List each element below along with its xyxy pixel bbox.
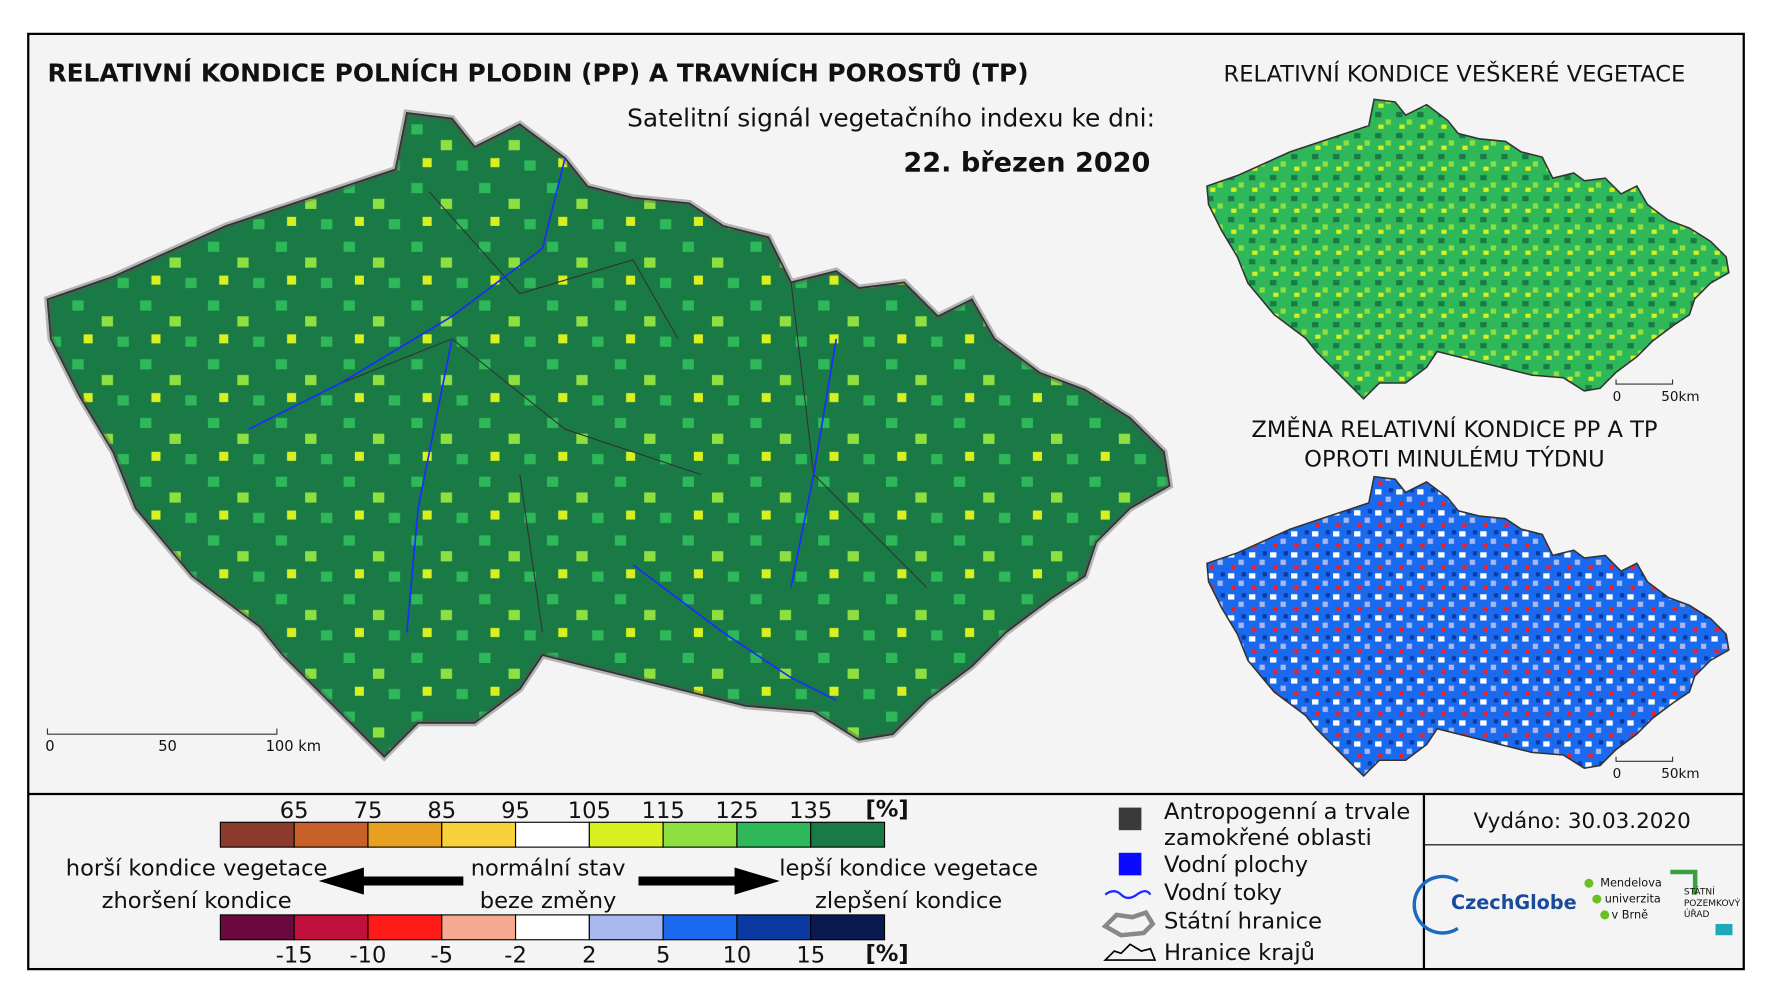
logo: v Brně — [1612, 908, 1649, 921]
main-title: RELATIVNÍ KONDICE POLNÍCH PLODIN (PP) A … — [47, 57, 1028, 87]
map-title: OPROTI MINULÉMU TÝDNU — [1304, 444, 1605, 472]
symbol-icon — [1118, 807, 1142, 831]
symbol-label: Státní hranice — [1164, 908, 1322, 934]
color-box — [810, 821, 886, 848]
unit: [%] — [865, 941, 908, 967]
logo-mark — [1670, 869, 1698, 895]
color-box — [662, 821, 738, 848]
legend: 65 75 85 95 105 115 125 135 [%] -15 -10 -5 -2 2 5 10 15 [… — [219, 797, 909, 968]
symbol-label: Hranice krajů — [1164, 939, 1315, 966]
logo: STÁTNÍ — [1684, 886, 1715, 898]
scale-tick: 5 — [656, 942, 670, 968]
main-map: 0 50 100 km — [45, 113, 1169, 757]
symbol-label: Antropogenní a trvale — [1164, 799, 1410, 825]
color-box — [293, 821, 369, 848]
scale-label: 50km — [1661, 766, 1699, 782]
logo: Mendelova — [1600, 877, 1662, 890]
symbol-label: zamokřené oblasti — [1164, 825, 1372, 851]
legend-text: normální stav — [471, 855, 626, 881]
logo-mark — [1600, 910, 1610, 920]
symbol-icon — [1101, 909, 1156, 938]
scale-bar — [1615, 756, 1674, 762]
arrow — [318, 867, 464, 895]
scale-label: 0 — [1613, 766, 1622, 782]
logo: ÚŘAD — [1684, 908, 1710, 920]
color-box — [810, 914, 886, 941]
scale-tick: -10 — [350, 942, 387, 968]
logo: POZEMKOVÝ — [1684, 897, 1741, 909]
color-box — [736, 914, 812, 941]
scale-label: 50 — [158, 738, 177, 755]
date: 22. březen 2020 — [903, 148, 1150, 179]
logo-mark — [1412, 874, 1459, 935]
legend-text: zhoršení kondice — [102, 888, 292, 914]
color-box — [367, 821, 443, 848]
legend-text: horší kondice vegetace — [66, 855, 328, 881]
map-title: RELATIVNÍ KONDICE VEŠKERÉ VEGETACE — [1224, 59, 1686, 87]
color-box — [219, 914, 295, 941]
symbol-label: Vodní toky — [1164, 880, 1282, 906]
color-box — [736, 821, 812, 848]
scale-tick: 125 — [715, 798, 758, 824]
subtitle: Satelitní signál vegetačního indexu ke d… — [627, 104, 1155, 133]
logo-mark — [1584, 878, 1594, 888]
scale-bar — [1615, 379, 1674, 385]
scale-tick: 105 — [568, 798, 611, 824]
scale-tick: 15 — [796, 942, 825, 968]
color-box — [219, 821, 295, 848]
map-title: ZMĚNA RELATIVNÍ KONDICE PP A TP — [1251, 415, 1657, 443]
logo: CzechGlobe — [1451, 891, 1577, 914]
color-box — [441, 914, 517, 941]
scale-tick: 2 — [582, 942, 596, 968]
symbol-icon — [1118, 852, 1142, 876]
logo-mark — [1715, 923, 1733, 936]
color-box — [293, 914, 369, 941]
legend-text: beze změny — [480, 888, 617, 914]
issued: Vydáno: 30.03.2020 — [1474, 809, 1691, 834]
scale-tick: 115 — [642, 798, 685, 824]
unit: [%] — [865, 797, 908, 823]
symbol-icon — [1103, 943, 1157, 961]
scale-tick: 75 — [354, 798, 383, 824]
logo: univerzita — [1605, 892, 1661, 905]
scale-tick: 10 — [723, 942, 752, 968]
color-box — [441, 821, 517, 848]
scale-tick: 135 — [789, 798, 832, 824]
scale-tick: 95 — [501, 798, 530, 824]
color-box — [662, 914, 738, 941]
scale-tick: -5 — [430, 942, 453, 968]
arrow — [638, 867, 780, 895]
legend-text: lepší kondice vegetace — [779, 855, 1038, 881]
scale-label: 50km — [1661, 389, 1699, 405]
scale-tick: 65 — [280, 798, 309, 824]
legend-text: zlepšení kondice — [815, 888, 1002, 914]
scale-tick: -15 — [276, 942, 313, 968]
scale-label: 0 — [45, 738, 54, 755]
color-box — [588, 914, 664, 941]
color-box — [514, 914, 590, 941]
color-box — [367, 914, 443, 941]
scale-tick: -2 — [504, 942, 527, 968]
color-box — [514, 821, 590, 848]
logo-mark — [1592, 894, 1602, 904]
symbol-icon — [1104, 890, 1152, 900]
scale-tick: 85 — [427, 798, 456, 824]
scale-label: 100 km — [266, 738, 321, 755]
color-box — [588, 821, 664, 848]
scale-label: 0 — [1613, 389, 1622, 405]
symbol-label: Vodní plochy — [1164, 852, 1308, 878]
